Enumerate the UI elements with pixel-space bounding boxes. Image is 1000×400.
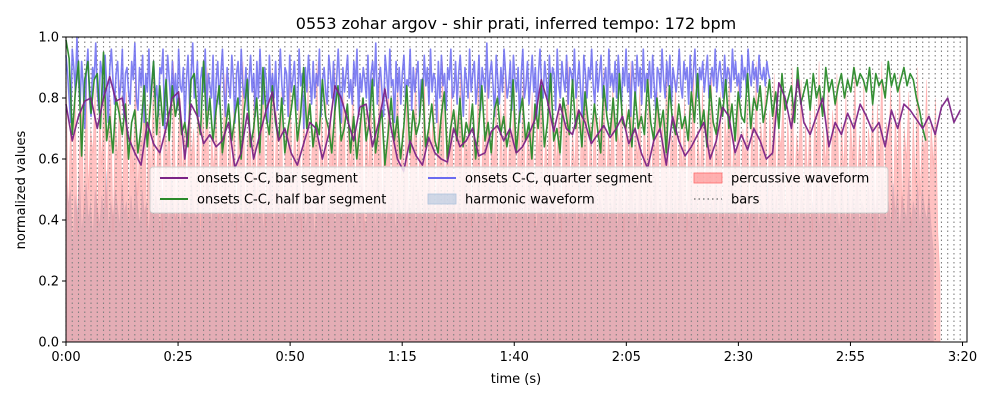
legend-label-harmonic-waveform: harmonic waveform [465,193,595,208]
y-tick-label: 0.6 [38,153,59,168]
x-tick-label: 2:05 [612,350,641,365]
legend-label-bars: bars [731,193,760,208]
legend: onsets C-C, bar segment onsets C-C, half … [149,166,889,214]
x-tick-label: 2:55 [836,350,865,365]
y-tick-label: 0.8 [38,92,59,107]
legend-swatch-harmonic-waveform [427,193,457,205]
x-tick-label: 2:30 [724,350,753,365]
x-tick-label: 1:15 [388,350,417,365]
x-tick-label: 0:25 [163,350,192,365]
line-onsets-c-c-quarter-segment [65,36,771,130]
legend-label-onsets-c-c-quarter-segment: onsets C-C, quarter segment [465,172,652,187]
y-axis-ticks: 0.0 0.2 0.4 0.6 0.8 1.0 [38,31,66,351]
y-tick-label: 0.2 [38,275,59,290]
y-tick-label: 1.0 [38,31,59,46]
legend-swatch-percussive-waveform [693,172,723,184]
onset-lines-layer [65,36,961,172]
x-axis-ticks: 0:00 0:25 0:50 1:15 1:40 2:05 2:30 2:55 3:20 [51,342,977,365]
y-axis-title: normalized values [14,130,29,249]
legend-label-percussive-waveform: percussive waveform [731,172,869,187]
x-tick-label: 3:20 [948,350,977,365]
y-tick-label: 0.0 [38,336,59,351]
x-axis-title: time (s) [491,372,541,387]
y-tick-label: 0.4 [38,214,59,229]
x-tick-label: 1:40 [500,350,529,365]
legend-label-onsets-c-c-half-bar-segment: onsets C-C, half bar segment [197,193,386,208]
line-onsets-c-c-bar-segment [65,75,961,172]
x-tick-label: 0:50 [276,350,305,365]
line-onsets-c-c-half-bar-segment [65,39,927,166]
legend-label-onsets-c-c-bar-segment: onsets C-C, bar segment [197,172,358,187]
axes-frame [65,36,968,343]
chart-title: 0553 zohar argov - shir prati, inferred … [296,14,736,33]
x-tick-label: 0:00 [51,350,80,365]
